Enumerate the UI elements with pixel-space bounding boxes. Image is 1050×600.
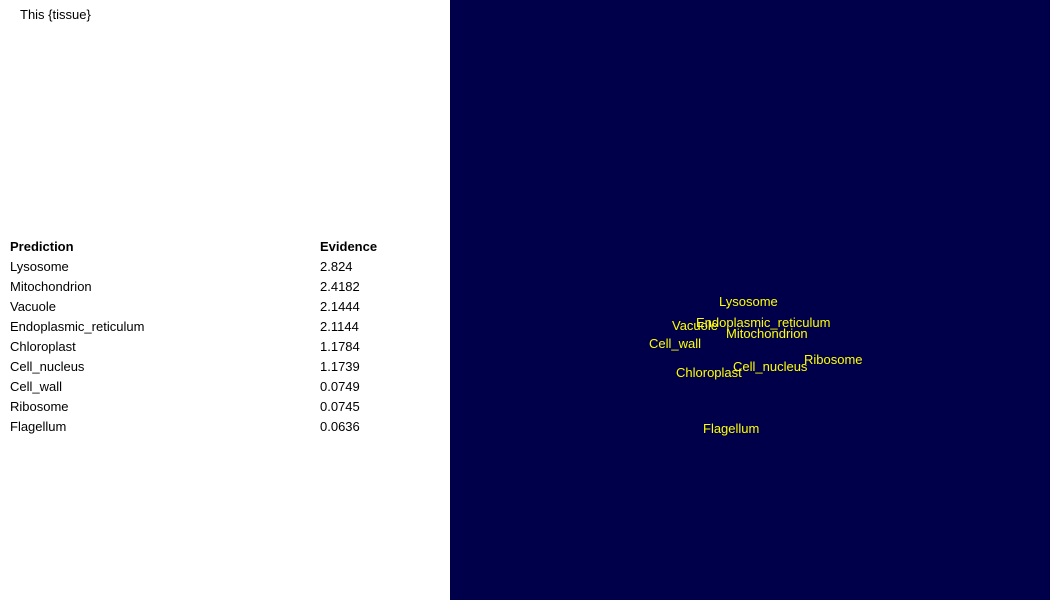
prediction-label: Ribosome (10, 399, 69, 414)
embedding-label: Chloroplast (676, 365, 742, 380)
prompt-text: This {tissue} (20, 7, 91, 22)
evidence-value: 0.0745 (320, 399, 360, 414)
evidence-value: 0.0749 (320, 379, 360, 394)
embedding-label: Cell_nucleus (733, 359, 808, 374)
table-row: Chloroplast 1.1784 (10, 337, 400, 357)
table-row: Mitochondrion 2.4182 (10, 277, 400, 297)
prediction-label: Flagellum (10, 419, 67, 434)
prediction-label: Chloroplast (10, 339, 76, 354)
table-header-row: Prediction Evidence (10, 237, 400, 257)
evidence-value: 1.1784 (320, 339, 360, 354)
prediction-table-body: Lysosome 2.824 Mitochondrion 2.4182 Vacuole 2… (10, 257, 400, 437)
embedding-label: Flagellum (703, 421, 760, 436)
table-row: Flagellum 0.0636 (10, 417, 400, 437)
embedding-label: Vacuole (672, 318, 719, 333)
prediction-label: Cell_wall (10, 379, 63, 394)
evidence-value: 2.1444 (320, 299, 360, 314)
evidence-header: Evidence (320, 239, 378, 254)
table-row: Lysosome 2.824 (10, 257, 400, 277)
embedding-label: Endoplasmic_reticulum (696, 315, 831, 330)
prediction-header: Prediction (10, 239, 74, 254)
prediction-label: Mitochondrion (10, 279, 92, 294)
prediction-label: Cell_nucleus (10, 359, 85, 374)
evidence-value: 2.824 (320, 259, 353, 274)
prediction-panel: This {tissue} Prediction Evidence Lysoso… (0, 0, 450, 600)
table-row: Vacuole 2.1444 (10, 297, 400, 317)
table-row: Endoplasmic_reticulum 2.1144 (10, 317, 400, 337)
embedding-visualization[interactable]: Lysosome Endoplasmic_reticulum Vacuole Mito… (450, 0, 1050, 600)
table-row: Cell_wall 0.0749 (10, 377, 400, 397)
table-row: Cell_nucleus 1.1739 (10, 357, 400, 377)
evidence-value: 2.1144 (320, 319, 359, 334)
embedding-label: Lysosome (719, 294, 778, 309)
evidence-value: 2.4182 (320, 279, 360, 294)
prediction-label: Lysosome (10, 259, 69, 274)
prediction-label: Vacuole (10, 299, 57, 314)
prediction-table: Prediction Evidence Lysosome 2.824 Mitocho… (10, 237, 400, 437)
evidence-value: 0.0636 (320, 419, 360, 434)
embedding-label: Mitochondrion (726, 326, 808, 341)
embedding-label: Cell_wall (649, 336, 702, 351)
embedding-label: Ribosome (804, 352, 863, 367)
evidence-value: 1.1739 (320, 359, 360, 374)
table-row: Ribosome 0.0745 (10, 397, 400, 417)
prediction-label: Endoplasmic_reticulum (10, 319, 145, 334)
